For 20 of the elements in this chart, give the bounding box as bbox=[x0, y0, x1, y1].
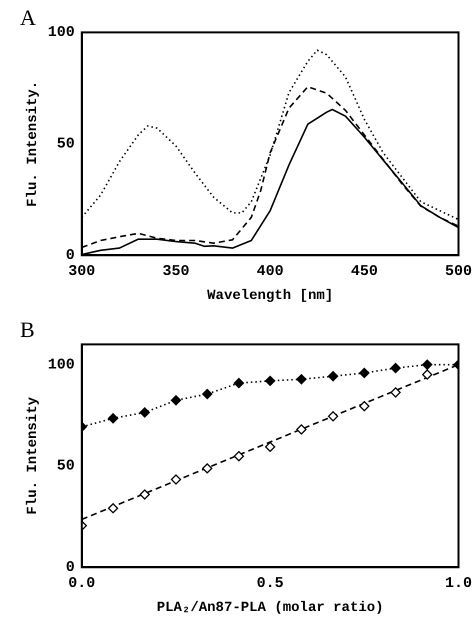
y-tick-label: 100 bbox=[48, 356, 75, 374]
chart-title: A bbox=[20, 4, 36, 30]
x-tick-label: 300 bbox=[68, 262, 96, 280]
y-tick-label: 50 bbox=[56, 136, 75, 153]
x-tick-label: 0.5 bbox=[256, 574, 284, 592]
x-tick-label: 1.0 bbox=[444, 574, 472, 592]
y-axis-title: Flu. Intensity. bbox=[24, 80, 41, 207]
x-axis-title: PLA₂/An87-PLA (molar ratio) bbox=[156, 600, 384, 616]
y-tick-label: 50 bbox=[56, 458, 75, 475]
x-tick-label: 350 bbox=[162, 262, 190, 280]
x-tick-label: 450 bbox=[350, 262, 378, 280]
y-tick-label: 100 bbox=[48, 24, 75, 42]
chart-title: B bbox=[20, 316, 35, 342]
y-tick-label: 0 bbox=[66, 558, 75, 576]
x-tick-label: 500 bbox=[444, 262, 472, 280]
x-axis-title: Wavelength [nm] bbox=[207, 288, 334, 304]
y-axis-title: Flu. Intensity bbox=[24, 396, 41, 515]
y-tick-label: 0 bbox=[66, 246, 75, 264]
x-tick-label: 0.0 bbox=[68, 574, 96, 592]
x-tick-label: 400 bbox=[256, 262, 284, 280]
